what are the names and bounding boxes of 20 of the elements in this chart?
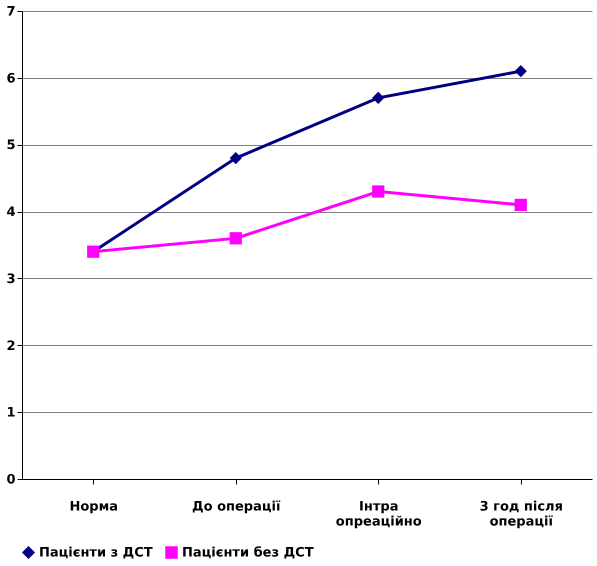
point — [514, 198, 527, 212]
point — [514, 65, 527, 78]
x-tick-label: До операції — [192, 500, 281, 514]
y-tick-label: 1 — [6, 406, 16, 421]
y-tick-label: 0 — [6, 472, 16, 488]
x-tick-label: 3 год після операції — [480, 500, 563, 530]
y-tick-label: 7 — [6, 4, 16, 20]
point — [230, 152, 242, 164]
y-tick-label: 4 — [6, 205, 16, 220]
y-tick-label: 2 — [6, 338, 16, 354]
point — [372, 92, 384, 104]
y-tick-label: 6 — [6, 71, 16, 86]
point — [372, 185, 384, 198]
x-tick-label: Норма — [69, 500, 118, 514]
point — [230, 232, 242, 244]
legend-label: Пацієнти без ДСТ — [182, 546, 314, 561]
x-tick-label: Інтра опреаційно — [336, 500, 422, 530]
y-tick-label: 3 — [6, 272, 16, 287]
y-tick-label: 5 — [6, 138, 16, 154]
legend-label: Пацієнти з ДСТ — [39, 546, 153, 561]
